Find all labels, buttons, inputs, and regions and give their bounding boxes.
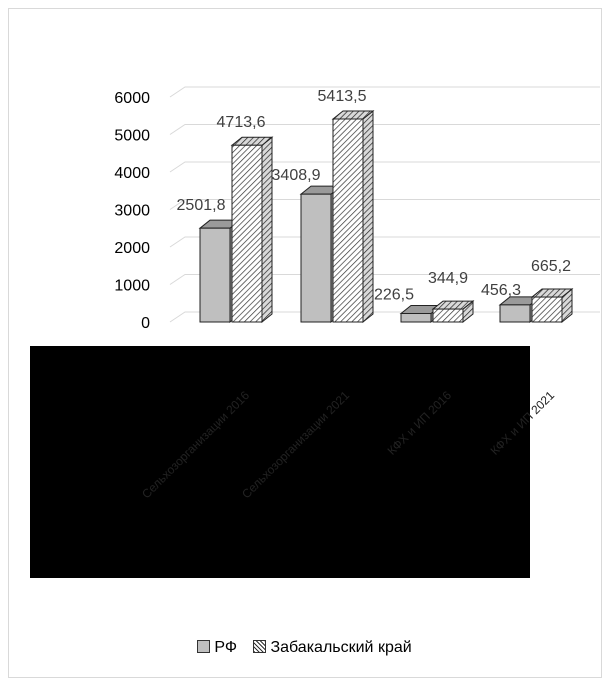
legend: РФ Забакальский край: [0, 639, 609, 657]
data-label: 3408,9: [272, 167, 321, 184]
bar: [530, 288, 574, 324]
gridline: [169, 199, 600, 210]
gridline: [169, 274, 600, 285]
y-tick-label: 2000: [114, 240, 150, 257]
legend-label: Забакальский край: [270, 639, 412, 656]
data-label: 344,9: [428, 270, 468, 287]
y-tick-label: 0: [141, 315, 150, 332]
bar-front: [499, 304, 531, 323]
bar: [331, 109, 375, 324]
data-label: 2501,8: [177, 197, 226, 214]
y-tick-label: 1000: [114, 278, 150, 295]
y-tick-label: 4000: [114, 165, 150, 182]
bar-front: [231, 144, 263, 323]
y-tick-label: 5000: [114, 128, 150, 145]
gridline: [169, 86, 600, 98]
y-axis-ticks: 0 1000 2000 3000 4000 5000 6000: [114, 90, 150, 332]
category-axis-band: [30, 346, 530, 578]
data-label: 4713,6: [217, 114, 266, 131]
bar: [230, 136, 274, 324]
legend-label: РФ: [214, 639, 237, 656]
bar-front: [400, 313, 432, 323]
y-tick-label: 6000: [114, 90, 150, 107]
gridline: [169, 236, 600, 248]
bar-side: [362, 109, 374, 324]
legend-swatch-hatched: [253, 640, 267, 653]
bar-front: [531, 296, 563, 323]
gridline: [169, 161, 600, 173]
bar-side: [261, 136, 273, 324]
data-label: 665,2: [531, 258, 571, 275]
bar-front: [432, 308, 464, 323]
legend-item-rf: РФ: [197, 639, 237, 657]
bar: [431, 300, 475, 324]
data-label: 456,3: [481, 282, 521, 299]
bar-front: [199, 227, 231, 323]
bar-front: [332, 118, 364, 323]
data-label: 226,5: [374, 287, 414, 304]
data-labels: 2501,8 4713,6 3408,9 5413,5 226,5 344,9 456,3 6…: [177, 88, 572, 304]
legend-item-zabaikalsky: Забакальский край: [253, 639, 412, 657]
legend-swatch-solid: [197, 640, 211, 653]
bar-front: [300, 193, 332, 323]
y-tick-label: 3000: [114, 203, 150, 220]
bars: [198, 109, 574, 324]
data-label: 5413,5: [318, 88, 367, 105]
gridline: [169, 124, 600, 135]
